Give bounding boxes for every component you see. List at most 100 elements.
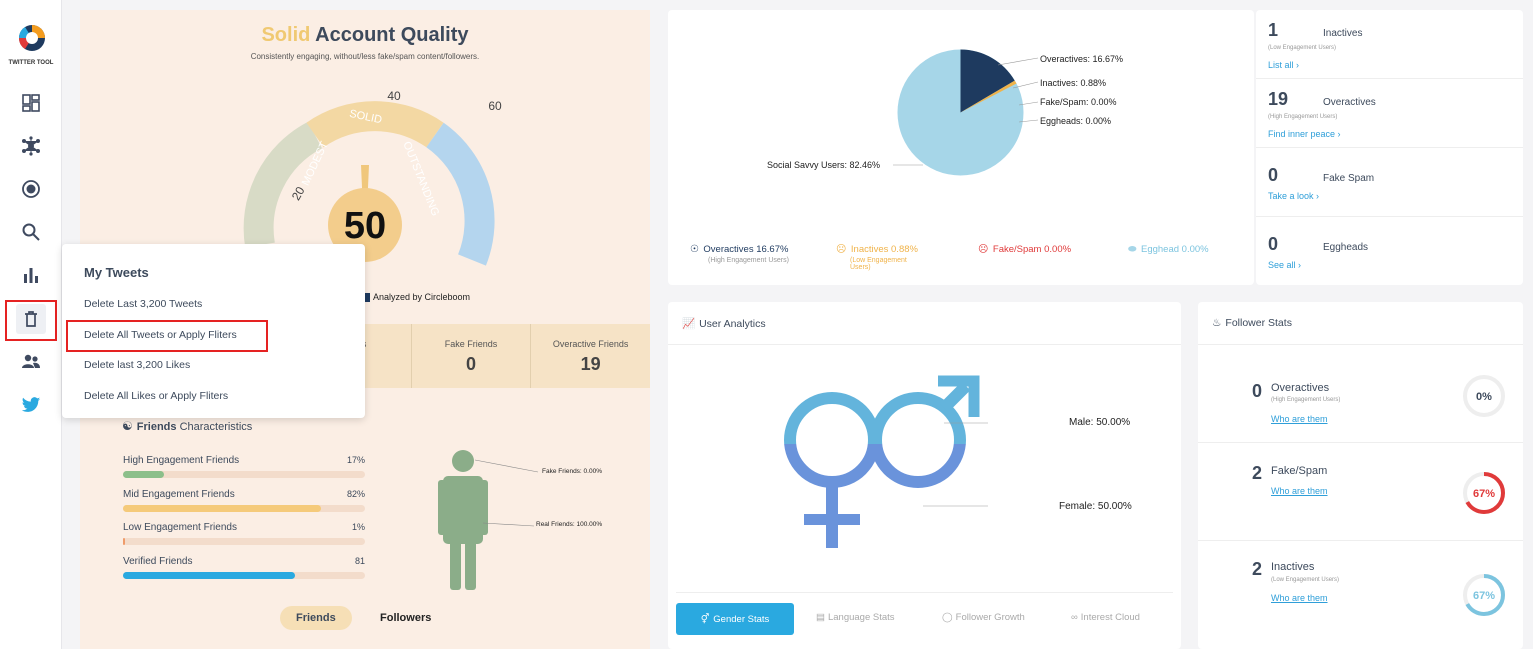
count-row-inactives: 1 Inactives (Low Engagement Users) List …: [1256, 10, 1523, 79]
friends-bar-row: High Engagement Friends 17%: [123, 455, 365, 478]
pie-label-fake: Fake/Spam: 0.00%: [1040, 97, 1117, 107]
analyzed-by-text: Analyzed by Circleboom: [373, 292, 471, 302]
pie-legend: ☉ Overactives 16.67% (High Engagement Us…: [690, 239, 1240, 271]
take-a-look-link[interactable]: Take a look ›: [1268, 191, 1320, 201]
audience-pie-chart: [897, 49, 1024, 176]
menu-item-delete-last-tweets[interactable]: Delete Last 3,200 Tweets: [84, 298, 203, 310]
follower-stats-card: ♨ Follower Stats 0 Overactives (High Enga…: [1198, 302, 1523, 649]
follower-overactives-value: 0: [1252, 381, 1263, 401]
analytics-divider: [668, 344, 1181, 345]
quality-title: Solid Account Quality: [80, 24, 650, 47]
delete-all-tweets-highlight-box: [66, 320, 268, 352]
friends-bar-fill: [123, 504, 322, 512]
count-row-eggheads: 0 Eggheads See all ›: [1256, 217, 1523, 285]
legend-overactives: ☉ Overactives 16.67% (High Engagement Us…: [690, 239, 836, 271]
network-icon[interactable]: [16, 131, 46, 161]
follower-overactives-sub: (High Engagement Users): [1271, 397, 1341, 403]
legend-egghead-label: Egghead 0.00%: [1141, 244, 1209, 255]
tab-interest-cloud[interactable]: ∞ Interest Cloud: [1071, 612, 1140, 623]
language-icon: ▤: [816, 612, 825, 623]
inactives-who-link[interactable]: Who are them: [1271, 593, 1328, 603]
overactive-friends-cell: Overactive Friends 19: [530, 324, 650, 388]
quality-title-accent: Solid: [261, 24, 311, 46]
user-analytics-title: User Analytics: [699, 318, 766, 330]
quality-title-rest: Account Quality: [315, 24, 469, 46]
male-pct-label: Male: 50.00%: [1069, 417, 1131, 428]
inactives-ring-arc: [1463, 574, 1505, 616]
friends-bar-label: High Engagement Friends: [123, 455, 240, 466]
friends-bar-label: Low Engagement Friends: [123, 522, 237, 533]
users-icon[interactable]: [16, 347, 46, 377]
fake-who-link[interactable]: Who are them: [1271, 486, 1328, 496]
pie-leader-lines: [893, 57, 1039, 166]
analyzed-by-label: Analyzed by Circleboom: [362, 292, 471, 303]
friends-bar-track: [123, 538, 365, 545]
logo-text: TWITTER TOOL: [8, 60, 54, 66]
pie-label-eggheads: Eggheads: 0.00%: [1040, 116, 1112, 126]
find-inner-peace-link[interactable]: Find inner peace ›: [1268, 129, 1341, 139]
tab-language-stats[interactable]: ▤ Language Stats: [816, 612, 895, 623]
pie-label-social: Social Savvy Users: 82.46%: [767, 160, 881, 170]
user-analytics-header: 📈 User Analytics: [682, 317, 766, 330]
trash-icon[interactable]: [16, 304, 46, 334]
tab-language-stats-label: Language Stats: [827, 612, 895, 623]
audience-pie-card: Overactives: 16.67% Inactives: 0.88% Fak…: [668, 10, 1254, 285]
app-logo[interactable]: [17, 22, 47, 54]
menu-item-delete-last-likes[interactable]: Delete last 3,200 Likes: [84, 359, 191, 371]
gauge-score: 50: [344, 205, 386, 247]
list-all-link[interactable]: List all ›: [1268, 60, 1300, 70]
friends-bar-track: [123, 471, 365, 478]
legend-fake-icon: ☹: [978, 244, 989, 255]
characteristics-bold: Friends: [136, 421, 177, 433]
interest-cloud-icon: ∞: [1071, 612, 1078, 623]
friends-bar-label: Verified Friends: [123, 555, 193, 567]
tab-gender-stats-label: Gender Stats: [713, 613, 770, 625]
fake-friends-value: 0: [466, 354, 477, 374]
inactives-ring: 67%: [1463, 574, 1505, 616]
count-row-fake-spam: 0 Fake Spam Take a look ›: [1256, 148, 1523, 217]
friends-bar-pct: 82%: [346, 488, 365, 499]
overactives-ring-pct: 0%: [1476, 391, 1492, 403]
gauge-tick-40: 40: [387, 89, 401, 103]
target-icon[interactable]: [16, 174, 46, 204]
fake-ring-pct: 67%: [1473, 488, 1495, 500]
twitter-icon[interactable]: [16, 390, 46, 420]
pie-slice-inactives: [960, 80, 1017, 113]
count-overactives-value: 19: [1268, 89, 1289, 109]
menu-item-delete-all-tweets[interactable]: Delete All Tweets or Apply Fliters: [84, 329, 237, 341]
friends-bar-pct: 17%: [346, 455, 365, 465]
follower-fake-value: 2: [1252, 463, 1263, 483]
legend-inactives-icon: ☹: [836, 244, 847, 255]
inactives-ring-pct: 67%: [1473, 590, 1495, 602]
search-icon[interactable]: [16, 217, 46, 247]
overactives-who-link[interactable]: Who are them: [1271, 414, 1328, 424]
friends-bar-fill: [123, 538, 126, 545]
friends-bar-track: [123, 504, 365, 512]
tab-friends[interactable]: Friends: [280, 606, 352, 630]
legend-overactives-label: Overactives 16.67%: [703, 244, 789, 255]
dashboard-icon[interactable]: [16, 88, 46, 118]
tab-gender-stats[interactable]: ⚥ Gender Stats: [676, 603, 794, 635]
user-analytics-card: 📈 User Analytics Male: 50.00% Female: 50.…: [668, 302, 1181, 649]
legend-egghead-icon: ⬬: [1128, 244, 1137, 255]
menu-item-delete-all-likes[interactable]: Delete All Likes or Apply Fliters: [84, 390, 229, 402]
count-eggheads-value: 0: [1268, 234, 1279, 254]
flame-icon: ♨: [1212, 317, 1222, 329]
bar-chart-icon[interactable]: [16, 260, 46, 290]
follower-inactives-sub: (Low Engagement Users): [1271, 577, 1340, 583]
friends-bar-fill: [123, 571, 295, 579]
tab-follower-growth[interactable]: ◯ Follower Growth: [942, 612, 1025, 623]
friends-bar-label: Mid Engagement Friends: [123, 488, 235, 500]
tab-followers[interactable]: Followers: [380, 612, 432, 624]
see-all-link[interactable]: See all ›: [1268, 260, 1302, 270]
quality-gauge: 50 MODEST SOLID OUTSTANDING 20 40 60 80 …: [243, 89, 502, 266]
pie-label-overactives: Overactives: 16.67%: [1040, 54, 1124, 64]
pie-slice-overactives: [960, 49, 1015, 113]
count-fake-label: Fake Spam: [1323, 173, 1375, 184]
count-inactives-sub: (Low Engagement Users): [1268, 45, 1337, 51]
tab-follower-growth-label: Follower Growth: [955, 612, 1025, 623]
friends-bar-row: Verified Friends 81: [123, 556, 365, 579]
fake-friends-pct-label: Fake Friends: 0.00%: [542, 468, 602, 475]
friends-person-figure: [438, 450, 539, 590]
follower-inactives-label: Inactives: [1271, 561, 1315, 573]
